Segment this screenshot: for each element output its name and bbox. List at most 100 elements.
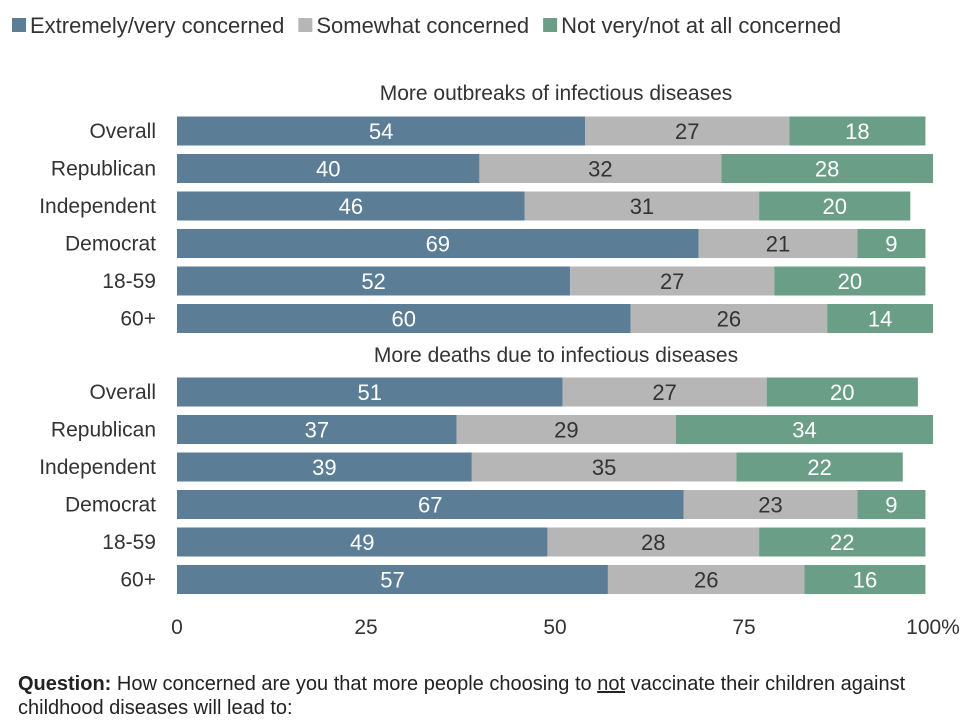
group-title-2: More deaths due to infectious diseases [374, 344, 738, 367]
bar-segment [804, 565, 926, 594]
data-label: 39 [312, 455, 336, 480]
bar-segment [177, 229, 699, 258]
data-label: 26 [694, 568, 718, 593]
data-label: 69 [426, 232, 450, 257]
bar-segment [177, 490, 684, 519]
data-label: 54 [369, 119, 393, 144]
bar-segment [177, 266, 571, 296]
category-label: 18-59 [102, 270, 156, 293]
data-label: 20 [830, 380, 854, 405]
bar-segment [789, 116, 926, 146]
bar-segment [177, 116, 586, 146]
data-label: 28 [815, 157, 839, 182]
bar-segment [736, 452, 903, 482]
legend-label-1: Extremely/very concerned [30, 13, 284, 38]
category-label: Overall [89, 120, 156, 143]
bar-segment [177, 452, 472, 482]
bar-segment [607, 565, 805, 594]
bar-segment [479, 154, 722, 183]
data-label: 27 [660, 269, 684, 294]
category-label: Democrat [65, 233, 156, 256]
bar-segment [721, 154, 933, 183]
data-label: 35 [592, 455, 616, 480]
bar-segment [585, 116, 790, 146]
category-label: Independent [39, 195, 156, 218]
question-emphasis: not [597, 673, 626, 695]
bar-segment [456, 415, 676, 444]
bar-segment [683, 490, 858, 519]
bar-segment [759, 191, 911, 221]
bar-segment [570, 266, 775, 296]
bar-segment [177, 154, 480, 183]
category-label: 60+ [120, 308, 156, 331]
data-label: 21 [766, 232, 790, 257]
data-label: 51 [358, 380, 382, 405]
legend-swatch-1 [12, 18, 26, 32]
data-label: 28 [641, 530, 665, 555]
category-label: 18-59 [102, 531, 156, 554]
legend-swatch-3 [543, 18, 558, 32]
data-label: 32 [588, 157, 612, 182]
data-label: 20 [838, 269, 862, 294]
data-label: 40 [316, 157, 340, 182]
x-tick-label: 75 [732, 616, 755, 639]
legend-label-3: Not very/not at all concerned [561, 13, 841, 38]
bar-segment [547, 527, 760, 557]
bar-segment [177, 415, 457, 444]
data-label: 9 [885, 232, 897, 257]
data-label: 20 [822, 194, 846, 219]
data-label: 29 [554, 418, 578, 443]
bar-segment [177, 565, 608, 594]
data-label: 27 [675, 119, 699, 144]
bar-segment [759, 527, 926, 557]
x-tick-label: 0 [171, 616, 183, 639]
bar-segment [857, 229, 926, 258]
data-label: 27 [652, 380, 676, 405]
data-label: 14 [868, 307, 892, 332]
legend-swatch-2 [298, 18, 313, 32]
question-text-after: vaccinate their children against childho… [18, 673, 906, 719]
data-label: 16 [853, 568, 877, 593]
data-label: 60 [392, 307, 416, 332]
x-tick-label: 50 [543, 616, 566, 639]
group-title-1: More outbreaks of infectious diseases [380, 82, 733, 105]
x-tick-label: 25 [354, 616, 377, 639]
question-label: Question: [18, 673, 112, 695]
category-label: 60+ [120, 569, 156, 592]
data-label: 67 [418, 493, 442, 518]
category-label: Republican [51, 419, 156, 442]
bar-segment [857, 490, 926, 519]
data-label: 52 [361, 269, 385, 294]
stacked-bar-chart: Extremely/very concerned Somewhat concern… [12, 13, 960, 639]
data-label: 22 [807, 455, 831, 480]
data-label: 31 [630, 194, 654, 219]
bar-segment [524, 191, 760, 221]
data-label: 34 [792, 418, 816, 443]
bar-segment [827, 304, 933, 333]
data-label: 26 [717, 307, 741, 332]
data-label: 37 [305, 418, 329, 443]
bar-segment [698, 229, 858, 258]
bar-segment [562, 377, 767, 407]
bar-segment [766, 377, 918, 407]
data-label: 46 [339, 194, 363, 219]
bar-segment [471, 452, 737, 482]
data-label: 9 [885, 493, 897, 518]
x-tick-label: 100% [906, 616, 960, 639]
bar-segment [675, 415, 933, 444]
question-note: Question: How concerned are you that mor… [18, 672, 968, 720]
legend-label-2: Somewhat concerned [316, 13, 529, 38]
bar-segment [177, 191, 525, 221]
bar-segment [630, 304, 828, 333]
question-text-before: How concerned are you that more people c… [111, 673, 598, 695]
bar-segment [177, 527, 548, 557]
bar-segment [177, 377, 563, 407]
data-label: 23 [758, 493, 782, 518]
bar-segment [774, 266, 926, 296]
data-label: 18 [845, 119, 869, 144]
data-label: 22 [830, 530, 854, 555]
category-label: Overall [89, 381, 156, 404]
data-label: 49 [350, 530, 374, 555]
category-label: Independent [39, 456, 156, 479]
